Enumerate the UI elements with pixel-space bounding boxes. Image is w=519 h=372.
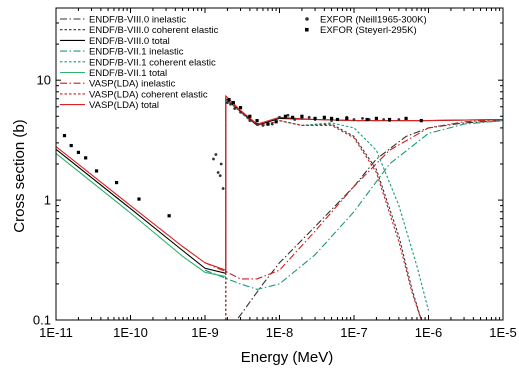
y-tick-label-2: 10: [37, 73, 51, 88]
legend-label-2: ENDF/B-VIII.0 total: [89, 36, 170, 47]
legend-label-6: VASP(LDA) inelastic: [89, 79, 176, 90]
series-line-4: [225, 98, 430, 320]
data-point-0-15: [286, 113, 290, 117]
legend-label-7: VASP(LDA) coherent elastic: [89, 89, 208, 100]
x-tick-label-0: 1E-11: [39, 325, 73, 340]
data-point-1-25: [387, 117, 392, 122]
points-layer: [62, 97, 423, 218]
data-point-1-5: [114, 180, 119, 185]
legend-point-label-0: EXFOR (Neill1965-300K): [320, 15, 427, 26]
data-point-0-14: [278, 115, 281, 119]
data-point-0-1: [214, 153, 218, 156]
x-tick-label-6: 1E-5: [489, 325, 516, 340]
data-point-0-28: [382, 118, 386, 121]
series-line-2: [56, 97, 503, 274]
data-point-1-20: [329, 116, 334, 121]
data-point-1-14: [274, 120, 278, 124]
data-point-1-22: [345, 116, 349, 121]
data-point-0-12: [261, 123, 265, 127]
data-point-0-3: [218, 174, 222, 178]
data-point-0-30: [397, 118, 401, 121]
data-point-0-5: [221, 187, 225, 190]
data-point-1-15: [283, 114, 287, 118]
legend-label-4: ENDF/B-VII.1 coherent elastic: [89, 57, 216, 68]
series-line-7: [225, 95, 422, 320]
data-point-1-6: [137, 197, 141, 201]
x-tick-label-3: 1E-8: [266, 325, 293, 340]
legend-label-0: ENDF/B-VIII.0 inelastic: [89, 15, 186, 26]
legend-marker-1: [305, 27, 309, 32]
data-point-1-13: [266, 122, 270, 126]
data-point-0-18: [307, 115, 311, 119]
data-point-1-26: [404, 116, 408, 121]
x-axis-title: Energy (MeV): [241, 349, 334, 366]
data-point-0-6: [226, 101, 229, 105]
data-point-1-19: [322, 115, 326, 119]
data-point-1-4: [94, 169, 99, 173]
series-line-3: [204, 120, 503, 290]
data-point-1-1: [69, 143, 73, 148]
legend-label-3: ENDF/B-VII.1 inelastic: [89, 47, 184, 58]
y-tick-label-1: 1: [44, 193, 51, 208]
data-point-0-8: [233, 107, 237, 110]
axis-layer: 1E-11 1E-10 1E-9 1E-8 1E-7 1E-6 1E-5 0.1 1 10: [33, 7, 517, 340]
data-point-1-11: [248, 114, 252, 118]
data-point-1-3: [84, 156, 88, 160]
legend-label-1: ENDF/B-VIII.0 coherent elastic: [89, 25, 219, 36]
legend-point-label-1: EXFOR (Steyerl-295K): [320, 25, 417, 36]
data-point-0-7: [229, 102, 232, 106]
y-axis-title: Cross section (b): [11, 119, 28, 232]
legend-label-8: VASP(LDA) total: [89, 100, 159, 111]
data-point-1-16: [291, 115, 295, 119]
x-tick-label-5: 1E-6: [415, 325, 442, 340]
series-line-6: [204, 118, 503, 280]
data-point-0-10: [248, 119, 252, 123]
data-point-1-12: [255, 119, 259, 123]
data-point-1-0: [62, 134, 67, 138]
data-point-0-2: [216, 171, 220, 174]
legend-label-5: ENDF/B-VII.1 total: [89, 68, 167, 79]
data-point-0-4: [219, 162, 223, 166]
data-point-0-24: [352, 118, 356, 121]
x-tick-label-1: 1E-10: [113, 325, 148, 340]
data-point-1-7: [167, 214, 171, 218]
series-line-1: [225, 98, 422, 320]
legend-marker-0: [305, 17, 309, 21]
data-point-1-21: [335, 117, 340, 122]
data-point-1-23: [365, 117, 369, 122]
data-point-1-24: [374, 116, 379, 121]
data-point-1-2: [76, 150, 81, 154]
data-point-1-18: [313, 116, 317, 121]
series-line-5: [56, 152, 226, 278]
data-point-0-25: [361, 117, 364, 120]
data-point-1-9: [231, 101, 235, 105]
y-tick-label-0: 0.1: [33, 313, 51, 328]
data-point-1-27: [419, 119, 423, 123]
data-point-0-13: [270, 122, 274, 126]
data-point-1-10: [238, 106, 243, 110]
x-tick-label-4: 1E-7: [340, 325, 367, 340]
data-point-1-8: [227, 97, 231, 102]
series-line-8: [56, 94, 503, 271]
data-point-0-0: [212, 157, 215, 161]
x-tick-label-2: 1E-9: [191, 325, 218, 340]
data-point-0-9: [239, 110, 242, 114]
data-point-1-17: [300, 114, 304, 118]
data-point-0-11: [255, 122, 259, 126]
